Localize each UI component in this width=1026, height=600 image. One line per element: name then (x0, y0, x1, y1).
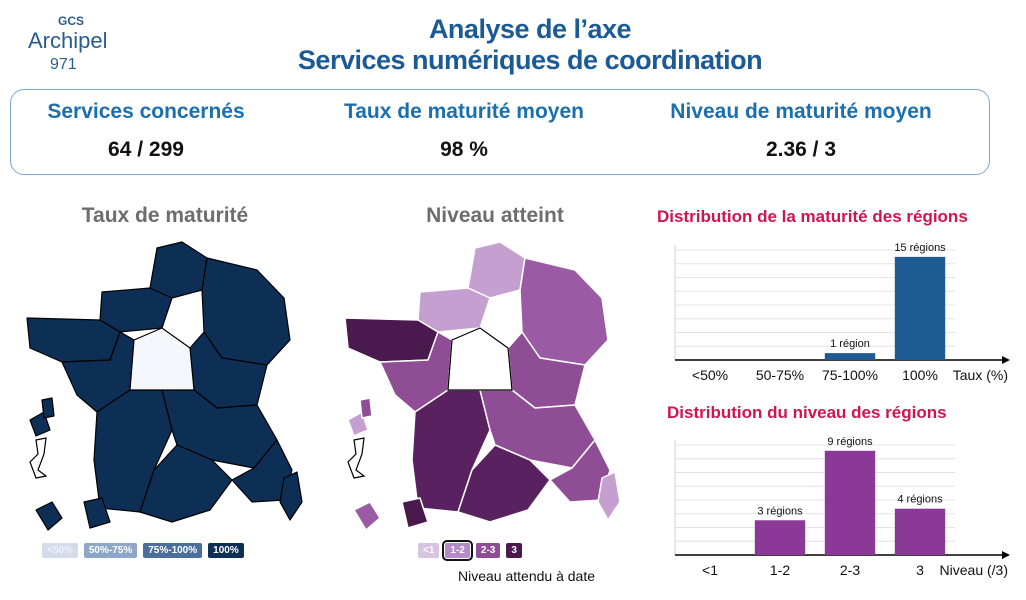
page-title-line-2: Services numériques de coordination (297, 45, 763, 75)
region-guyane (83, 497, 111, 529)
region-occitanie (139, 444, 233, 523)
region-mayotte (347, 437, 366, 479)
logo-line-3: 971 (50, 56, 77, 73)
kpi-maturity-rate-label: Taux de maturité moyen (343, 100, 584, 123)
kpi-services-value: 64 / 299 (108, 138, 184, 161)
chart-level-title: Distribution du niveau des régions (667, 403, 947, 422)
bar-2 (824, 353, 876, 360)
tick-label-0: <50% (692, 367, 728, 383)
region-martinique (41, 397, 55, 419)
kpi-maturity-level-label: Niveau de maturité moyen (670, 100, 932, 123)
kpi-maturity-level-value: 2.36 / 3 (765, 138, 837, 161)
data-label-2: 9 régions (827, 436, 873, 448)
chart-maturity: <50% 50-75% 1 région 75-100% 15 régions 100% T… (674, 242, 1010, 383)
tick-label-2: 2-3 (840, 562, 860, 578)
legend-maturity-50-75: 50%-75% (83, 543, 138, 558)
region-reunion (353, 501, 381, 531)
chart-maturity-title: Distribution de la maturité des régions (657, 207, 968, 226)
legend-level-lt1: <1 (418, 543, 440, 558)
data-label-1: 3 régions (757, 505, 803, 517)
region-mayotte (29, 437, 48, 479)
page-title-line-1: Analyse de l’axe (428, 14, 632, 44)
region-paca (549, 439, 611, 503)
region-normandie (99, 287, 173, 333)
map-level-title: Niveau atteint (426, 204, 564, 227)
kpi-services-label: Services concernés (47, 100, 245, 123)
page-title: Analyse de l’axe Services numériques de … (180, 14, 880, 76)
map-maturity (26, 241, 303, 531)
legend-level-3: 3 (506, 543, 522, 558)
logo-line-2: Archipel (28, 28, 108, 53)
tick-label-0: <1 (702, 562, 718, 578)
tick-label-3: 100% (902, 367, 938, 383)
data-label-2: 1 région (830, 338, 870, 350)
tick-label-1: 1-2 (770, 562, 790, 578)
chart-level: <1 3 régions 1-2 9 régions 2-3 4 régions 3 Nive… (674, 436, 1010, 578)
data-label-3: 15 régions (894, 242, 946, 254)
region-bretagne (344, 317, 439, 363)
region-guyane (401, 497, 429, 529)
region-paca (231, 439, 293, 503)
map-maturity-legend: <50% 50%-75% 75%-100% 100% (42, 543, 244, 558)
region-centre-val-de-loire (129, 327, 195, 391)
region-occitanie (457, 444, 551, 523)
kpi-maturity-rate: Taux de maturité moyen 98 % (329, 100, 599, 162)
legend-maturity-100: 100% (208, 543, 244, 558)
x-axis-arrow (1002, 356, 1010, 364)
region-bretagne (26, 317, 121, 363)
data-label-3: 4 régions (897, 494, 943, 506)
map-level (344, 241, 621, 531)
kpi-maturity-level: Niveau de maturité moyen 2.36 / 3 (651, 100, 951, 162)
bar-3 (894, 256, 946, 360)
kpi-maturity-rate-value: 98 % (440, 138, 488, 161)
x-axis-arrow (1002, 551, 1010, 559)
bar-2 (824, 450, 876, 555)
region-normandie (417, 287, 491, 333)
map-maturity-title: Taux de maturité (81, 204, 249, 227)
legend-maturity-75-100: 75%-100% (143, 543, 203, 558)
region-corse (279, 471, 303, 521)
region-centre-val-de-loire (447, 327, 513, 391)
region-reunion (35, 501, 63, 531)
kpi-banner: Services concernés 64 / 299 Taux de matu… (10, 89, 990, 175)
tick-label-3: 3 (916, 562, 924, 578)
tick-label-1: 50-75% (756, 367, 804, 383)
region-hauts-de-france (149, 241, 208, 299)
legend-maturity-lt50: <50% (42, 543, 78, 558)
bar-1 (754, 520, 806, 555)
legend-level-1-2: 1-2 (442, 540, 473, 561)
target-level-note: Niveau attendu à date (458, 568, 595, 584)
region-hauts-de-france (467, 241, 526, 299)
region-corse (597, 471, 621, 521)
x-axis-label: Niveau (/3) (940, 562, 1008, 578)
logo-line-1: GCS (58, 14, 85, 28)
tick-label-2: 75-100% (822, 367, 878, 383)
bar-3 (894, 508, 946, 555)
x-axis-label: Taux (%) (953, 367, 1008, 383)
region-martinique (359, 397, 373, 419)
archipel-logo: GCS Archipel 971 (20, 8, 130, 78)
legend-level-2-3: 2-3 (475, 543, 501, 558)
map-level-legend: <1 1-2 2-3 3 (418, 540, 522, 561)
kpi-services: Services concernés 64 / 299 (31, 100, 261, 162)
